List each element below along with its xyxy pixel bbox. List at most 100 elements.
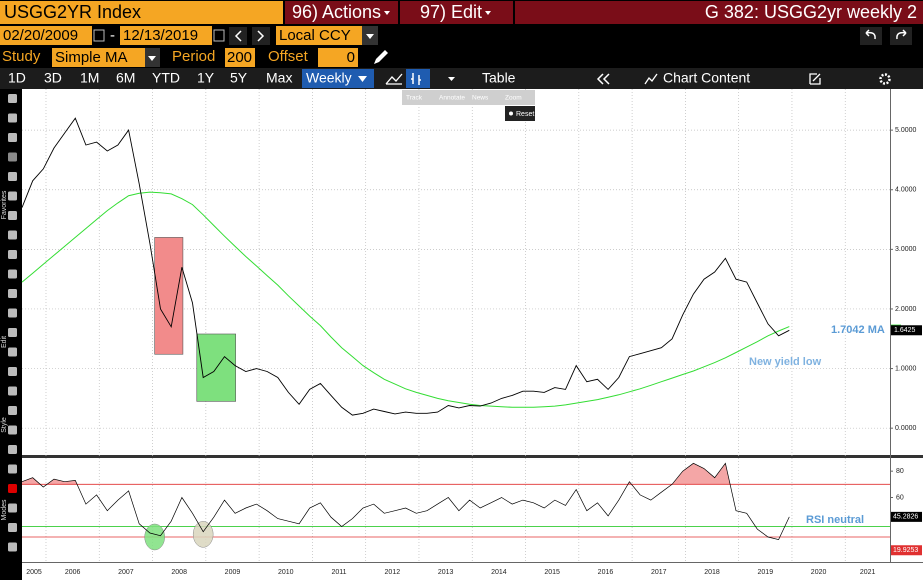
x-tick-label: 2021 (860, 569, 876, 576)
tool-icon[interactable] (8, 503, 17, 513)
study-label: Study (2, 48, 41, 65)
period-field[interactable] (225, 48, 255, 67)
tool-icon[interactable] (8, 152, 17, 162)
tool-icon[interactable] (8, 269, 17, 279)
security: USGG2YR Index (4, 2, 141, 22)
redo-icon (896, 29, 907, 40)
period: 200 (227, 49, 252, 66)
date-separator: - (110, 27, 115, 44)
x-tick-label: 2017 (651, 569, 667, 576)
chart-tool[interactable]: Annotate (439, 95, 465, 102)
tool-icon[interactable] (8, 113, 17, 123)
start-date: 02/20/2009 (3, 27, 78, 44)
calendar-icon[interactable] (93, 29, 105, 42)
tool-icon[interactable] (8, 211, 17, 220)
annotation: 1.7042 MA (831, 324, 885, 336)
tool-icon[interactable] (8, 523, 17, 532)
redo-button[interactable] (890, 27, 912, 45)
tool-icon[interactable] (8, 445, 17, 454)
range-button[interactable]: 1Y (197, 70, 215, 86)
security-field[interactable] (0, 1, 283, 24)
price-tag-label: 1.6425 (894, 327, 916, 334)
overbought-fill (22, 463, 790, 485)
range-button[interactable]: 1M (80, 70, 99, 86)
rsi-tick-label: 80 (896, 468, 904, 475)
annotation: New yield low (749, 356, 822, 368)
tool-icon[interactable] (8, 308, 17, 318)
dropdown-arrow (384, 11, 390, 15)
x-tick-label: 2014 (491, 569, 507, 576)
tool-icon[interactable] (8, 425, 17, 435)
tool-icon[interactable] (8, 406, 17, 415)
tool-icon[interactable] (8, 367, 17, 376)
y-tick-label: 3.0000 (895, 246, 917, 253)
offset-field[interactable] (318, 48, 358, 67)
study-field[interactable] (52, 48, 160, 67)
window-title-bar (515, 1, 923, 24)
tool-icon[interactable] (8, 347, 17, 357)
tool-icon[interactable] (8, 250, 17, 259)
tool-icon[interactable] (8, 230, 17, 240)
chart-tools-popup (402, 90, 535, 105)
tool-icon[interactable] (8, 289, 17, 298)
price-line (21, 117, 790, 416)
range-button[interactable]: 1D (8, 70, 26, 86)
range-bar (0, 68, 923, 89)
tool-icon[interactable] (8, 328, 17, 337)
reset-button[interactable] (505, 106, 535, 121)
next-button[interactable] (252, 27, 270, 45)
range-button[interactable]: YTD (152, 70, 180, 86)
table-button[interactable]: Table (482, 70, 516, 86)
x-tick-label: 2009 (225, 569, 241, 576)
tool-icon[interactable] (8, 484, 17, 493)
range-button[interactable]: 5Y (230, 70, 248, 86)
calendar-icon[interactable] (213, 29, 225, 42)
x-tick-label: 2016 (598, 569, 614, 576)
currency-field[interactable] (276, 26, 378, 45)
tool-icon[interactable] (8, 386, 17, 396)
line-chart-icon[interactable] (385, 73, 403, 85)
prev-button[interactable] (229, 27, 247, 45)
bar-chart-button[interactable] (406, 69, 430, 88)
offset: 0 (347, 49, 355, 66)
chart-tool[interactable]: News (472, 95, 489, 102)
y-tick-label: 0.0000 (895, 425, 917, 432)
tool-icon[interactable] (8, 94, 17, 103)
tool-icon[interactable] (8, 542, 17, 552)
chart-content-button[interactable]: Chart Content (663, 70, 750, 86)
settings-icon[interactable] (879, 73, 891, 85)
tool-icon[interactable] (8, 191, 17, 201)
x-tick-label: 2013 (438, 569, 454, 576)
start-date-field[interactable] (0, 26, 92, 45)
rsi-low-tag (891, 545, 922, 556)
range-button[interactable]: 3D (44, 70, 62, 86)
rsi-low-tag-label: 19.9253 (893, 547, 918, 554)
range-button[interactable]: Max (266, 70, 292, 86)
annotation: RSI neutral (806, 514, 864, 526)
edit-menu[interactable] (400, 1, 513, 24)
tool-icon[interactable] (8, 133, 17, 142)
actions: 96) Actions (292, 2, 381, 22)
tool-icon[interactable] (8, 172, 17, 181)
frequency-field[interactable] (302, 69, 374, 88)
range-button[interactable]: 6M (116, 70, 135, 86)
pencil-icon[interactable] (374, 50, 388, 64)
chart-tool[interactable]: Zoom (505, 95, 522, 102)
rsi-tag-label: 45.2826 (893, 514, 918, 521)
undo-button[interactable] (860, 27, 882, 45)
tool-icon[interactable] (8, 464, 17, 474)
period-label: Period (172, 48, 215, 65)
highlight-circle (192, 521, 214, 548)
frequency: Weekly (306, 70, 352, 86)
offset-label: Offset (268, 48, 309, 65)
x-tick-label: 2006 (65, 569, 81, 576)
collapse-icon[interactable] (596, 73, 610, 85)
end-date-field[interactable] (120, 26, 212, 45)
undo-icon (865, 29, 876, 40)
actions-menu[interactable] (285, 1, 398, 24)
x-tick-label: 2015 (544, 569, 560, 576)
chart-tool[interactable]: Track (406, 95, 423, 102)
edit-icon[interactable] (809, 73, 821, 85)
side-label: Edit (1, 336, 8, 348)
